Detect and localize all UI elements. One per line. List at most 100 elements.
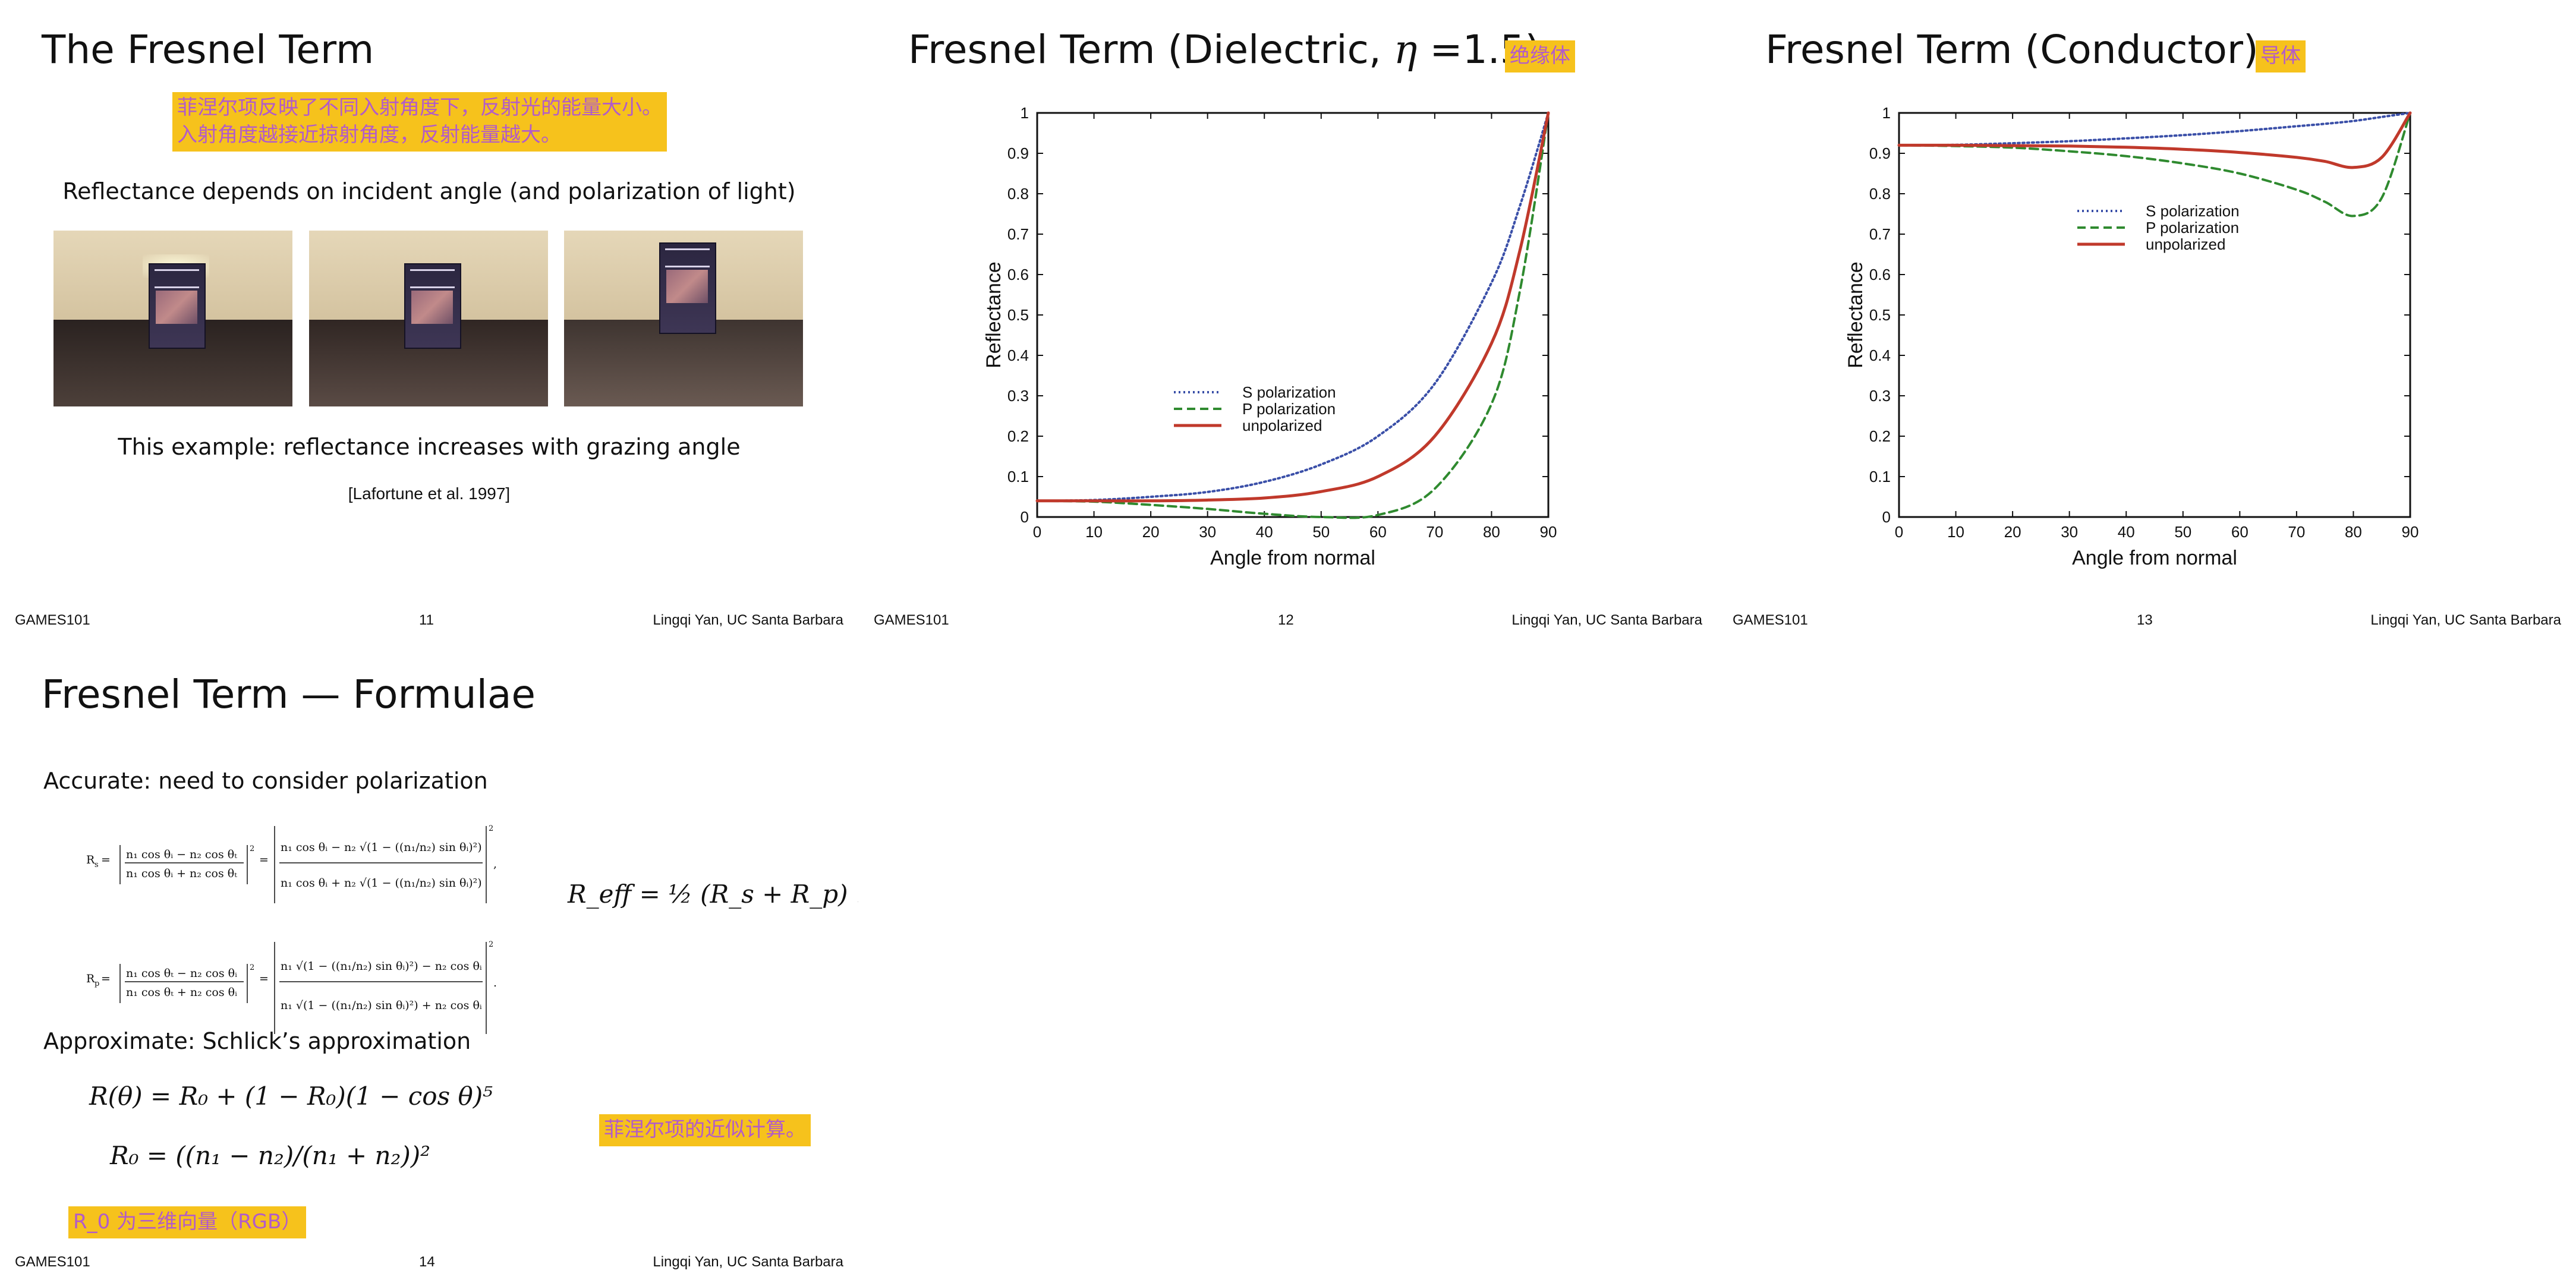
x-tick-label: 30 [2061, 523, 2078, 541]
footer-course: GAMES101 [15, 612, 90, 628]
series-line-dashed [1898, 112, 2411, 217]
legend-label: unpolarized [1242, 417, 1322, 434]
svg-text:2: 2 [250, 844, 254, 853]
svg-text:n₁ √(1 − ((n₁/n₂) sin θᵢ)²) −: n₁ √(1 − ((n₁/n₂) sin θᵢ)²) − n₂ cos θᵢ [281, 960, 482, 973]
x-tick-label: 50 [2174, 523, 2191, 541]
annotation-line-1: 菲涅尔项反映了不同入射角度下，反射光的能量大小。 [177, 96, 662, 119]
r0-equation: R₀ = ((n₁ − n₂)/(n₁ + n₂))² [110, 1141, 430, 1170]
svg-text:2: 2 [250, 963, 254, 972]
title-text: Fresnel Term (Dielectric, [908, 27, 1394, 72]
y-tick-label: 0.2 [1007, 427, 1029, 445]
plot-area [1898, 112, 2411, 518]
x-tick-label: 40 [1256, 523, 1273, 541]
photo-book-3 [564, 231, 803, 406]
slide-title: The Fresnel Term [42, 27, 374, 72]
x-tick-label: 20 [1142, 523, 1160, 541]
svg-text:=: = [259, 853, 269, 866]
svg-text:.: . [493, 976, 497, 989]
footer-page-number: 11 [419, 612, 434, 628]
x-tick-label: 90 [2402, 523, 2419, 541]
x-tick-label: 20 [2004, 523, 2021, 541]
y-tick-label: 0.3 [1869, 387, 1891, 405]
legend-label: S polarization [2146, 202, 2240, 220]
y-tick-label: 0.9 [1869, 144, 1891, 162]
reff-equation: R_eff = ½ (R_s + R_p) . [568, 879, 858, 909]
legend-label: P polarization [1242, 400, 1336, 418]
x-tick-label: 0 [1895, 523, 1903, 541]
y-tick-label: 0 [1882, 508, 1891, 526]
annotation-line-2: 入射角度越接近掠射角度，反射能量越大。 [177, 122, 561, 147]
svg-text:n₁ √(1 − ((n₁/n₂) sin θᵢ)²) +: n₁ √(1 − ((n₁/n₂) sin θᵢ)²) + n₂ cos θᵢ [281, 999, 482, 1012]
svg-text:R: R [86, 853, 95, 866]
svg-text:n₁ cos θᵢ + n₂ √(1 − ((n₁/n₂): n₁ cos θᵢ + n₂ √(1 − ((n₁/n₂) sin θᵢ)²) [281, 877, 482, 890]
citation: [Lafortune et al. 1997] [348, 484, 511, 503]
series-line-solid [1035, 111, 1550, 503]
x-tick-label: 10 [1947, 523, 1964, 541]
y-tick-label: 0.7 [1869, 225, 1891, 243]
footer-author: Lingqi Yan, UC Santa Barbara [2370, 612, 2561, 628]
x-axis-label: Angle from normal [1210, 547, 1375, 569]
footer-author: Lingqi Yan, UC Santa Barbara [653, 1254, 843, 1270]
legend-label: unpolarized [2146, 235, 2225, 253]
y-tick-label: 0.7 [1007, 225, 1029, 243]
svg-text:=: = [101, 853, 111, 866]
y-tick-label: 0.2 [1869, 427, 1891, 445]
svg-text:2: 2 [489, 824, 493, 833]
x-tick-label: 30 [1199, 523, 1216, 541]
y-tick-label: 0.3 [1007, 387, 1029, 405]
series-line-dotted [1898, 112, 2411, 147]
y-axis-label: Reflectance [982, 261, 1005, 368]
x-tick-label: 10 [1085, 523, 1103, 541]
footer-course: GAMES101 [874, 612, 949, 628]
x-tick-label: 60 [2231, 523, 2249, 541]
x-tick-label: 50 [1312, 523, 1330, 541]
slide-13: Fresnel Term (Conductor) 导体 0 0.1 0.2 0.3 0.… [1718, 0, 2576, 641]
y-tick-label: 0.6 [1007, 266, 1029, 283]
svg-text:n₁ cos θᵢ − n₂ √(1 − ((n₁/n₂): n₁ cos θᵢ − n₂ √(1 − ((n₁/n₂) sin θᵢ)²) [281, 841, 482, 854]
x-tick-label: 90 [1540, 523, 1557, 541]
plot-area [1036, 112, 1550, 518]
footer-page-number: 12 [1278, 612, 1294, 628]
y-tick-label: 0.5 [1007, 306, 1029, 324]
slide-title: Fresnel Term (Conductor) [1765, 27, 2259, 72]
svg-text:s: s [95, 860, 99, 869]
x-tick-label: 0 [1033, 523, 1041, 541]
svg-text:,: , [493, 858, 497, 871]
y-tick-label: 0 [1021, 508, 1029, 526]
series-line-solid [1897, 111, 2412, 169]
svg-text:n₁ cos θₜ − n₂ cos θᵢ: n₁ cos θₜ − n₂ cos θᵢ [126, 967, 237, 980]
annotation-r0: R_0 为三维向量（RGB） [68, 1206, 307, 1238]
x-tick-label: 70 [2288, 523, 2305, 541]
slide-title: Fresnel Term (Dielectric, η =1.5) [908, 27, 1540, 72]
svg-text:2: 2 [489, 940, 493, 949]
fresnel-conductor-chart: 00.10.20.30.40.50.60.70.80.910 10 20 30 40 50… [1844, 104, 2419, 569]
svg-text:n₁ cos θᵢ + n₂ cos θₜ: n₁ cos θᵢ + n₂ cos θₜ [126, 867, 237, 880]
photo-book-2 [309, 231, 548, 406]
y-tick-label: 0.1 [1007, 468, 1029, 486]
slide-title: Fresnel Term — Formulae [42, 672, 536, 717]
y-tick-label: 0.8 [1869, 185, 1891, 203]
svg-text:=: = [259, 972, 269, 985]
y-tick-label: 0.1 [1869, 468, 1891, 486]
svg-text:p: p [95, 979, 99, 988]
footer-course: GAMES101 [1733, 612, 1808, 628]
svg-text:n₁ cos θᵢ − n₂ cos θₜ: n₁ cos θᵢ − n₂ cos θₜ [126, 848, 237, 861]
caption: This example: reflectance increases with… [118, 434, 741, 460]
slide-11: The Fresnel Term 菲涅尔项反映了不同入射角度下，反射光的能量大小… [0, 0, 858, 641]
series-line-dotted [1036, 112, 1550, 502]
annotation-highlight: 绝缘体 [1505, 40, 1575, 72]
schlick-equation: R(θ) = R₀ + (1 − R₀)(1 − cos θ)⁵ [89, 1082, 493, 1111]
footer-author: Lingqi Yan, UC Santa Barbara [653, 612, 843, 628]
accurate-label: Accurate: need to consider polarization [43, 768, 488, 794]
annotation-highlight: 导体 [2256, 40, 2306, 72]
x-tick-label: 80 [2345, 523, 2362, 541]
x-tick-label: 80 [1483, 523, 1500, 541]
y-tick-label: 0.8 [1007, 185, 1029, 203]
svg-text:n₁ cos θₜ + n₂ cos θᵢ: n₁ cos θₜ + n₂ cos θᵢ [126, 986, 237, 999]
x-axis-label: Angle from normal [2072, 547, 2237, 569]
footer-course: GAMES101 [15, 1254, 90, 1270]
slide-subtitle: Reflectance depends on incident angle (a… [62, 178, 796, 204]
fresnel-dielectric-chart: 00.10.20.30.40.50.60.70.80.910 10 20 30 40 50… [982, 104, 1557, 569]
